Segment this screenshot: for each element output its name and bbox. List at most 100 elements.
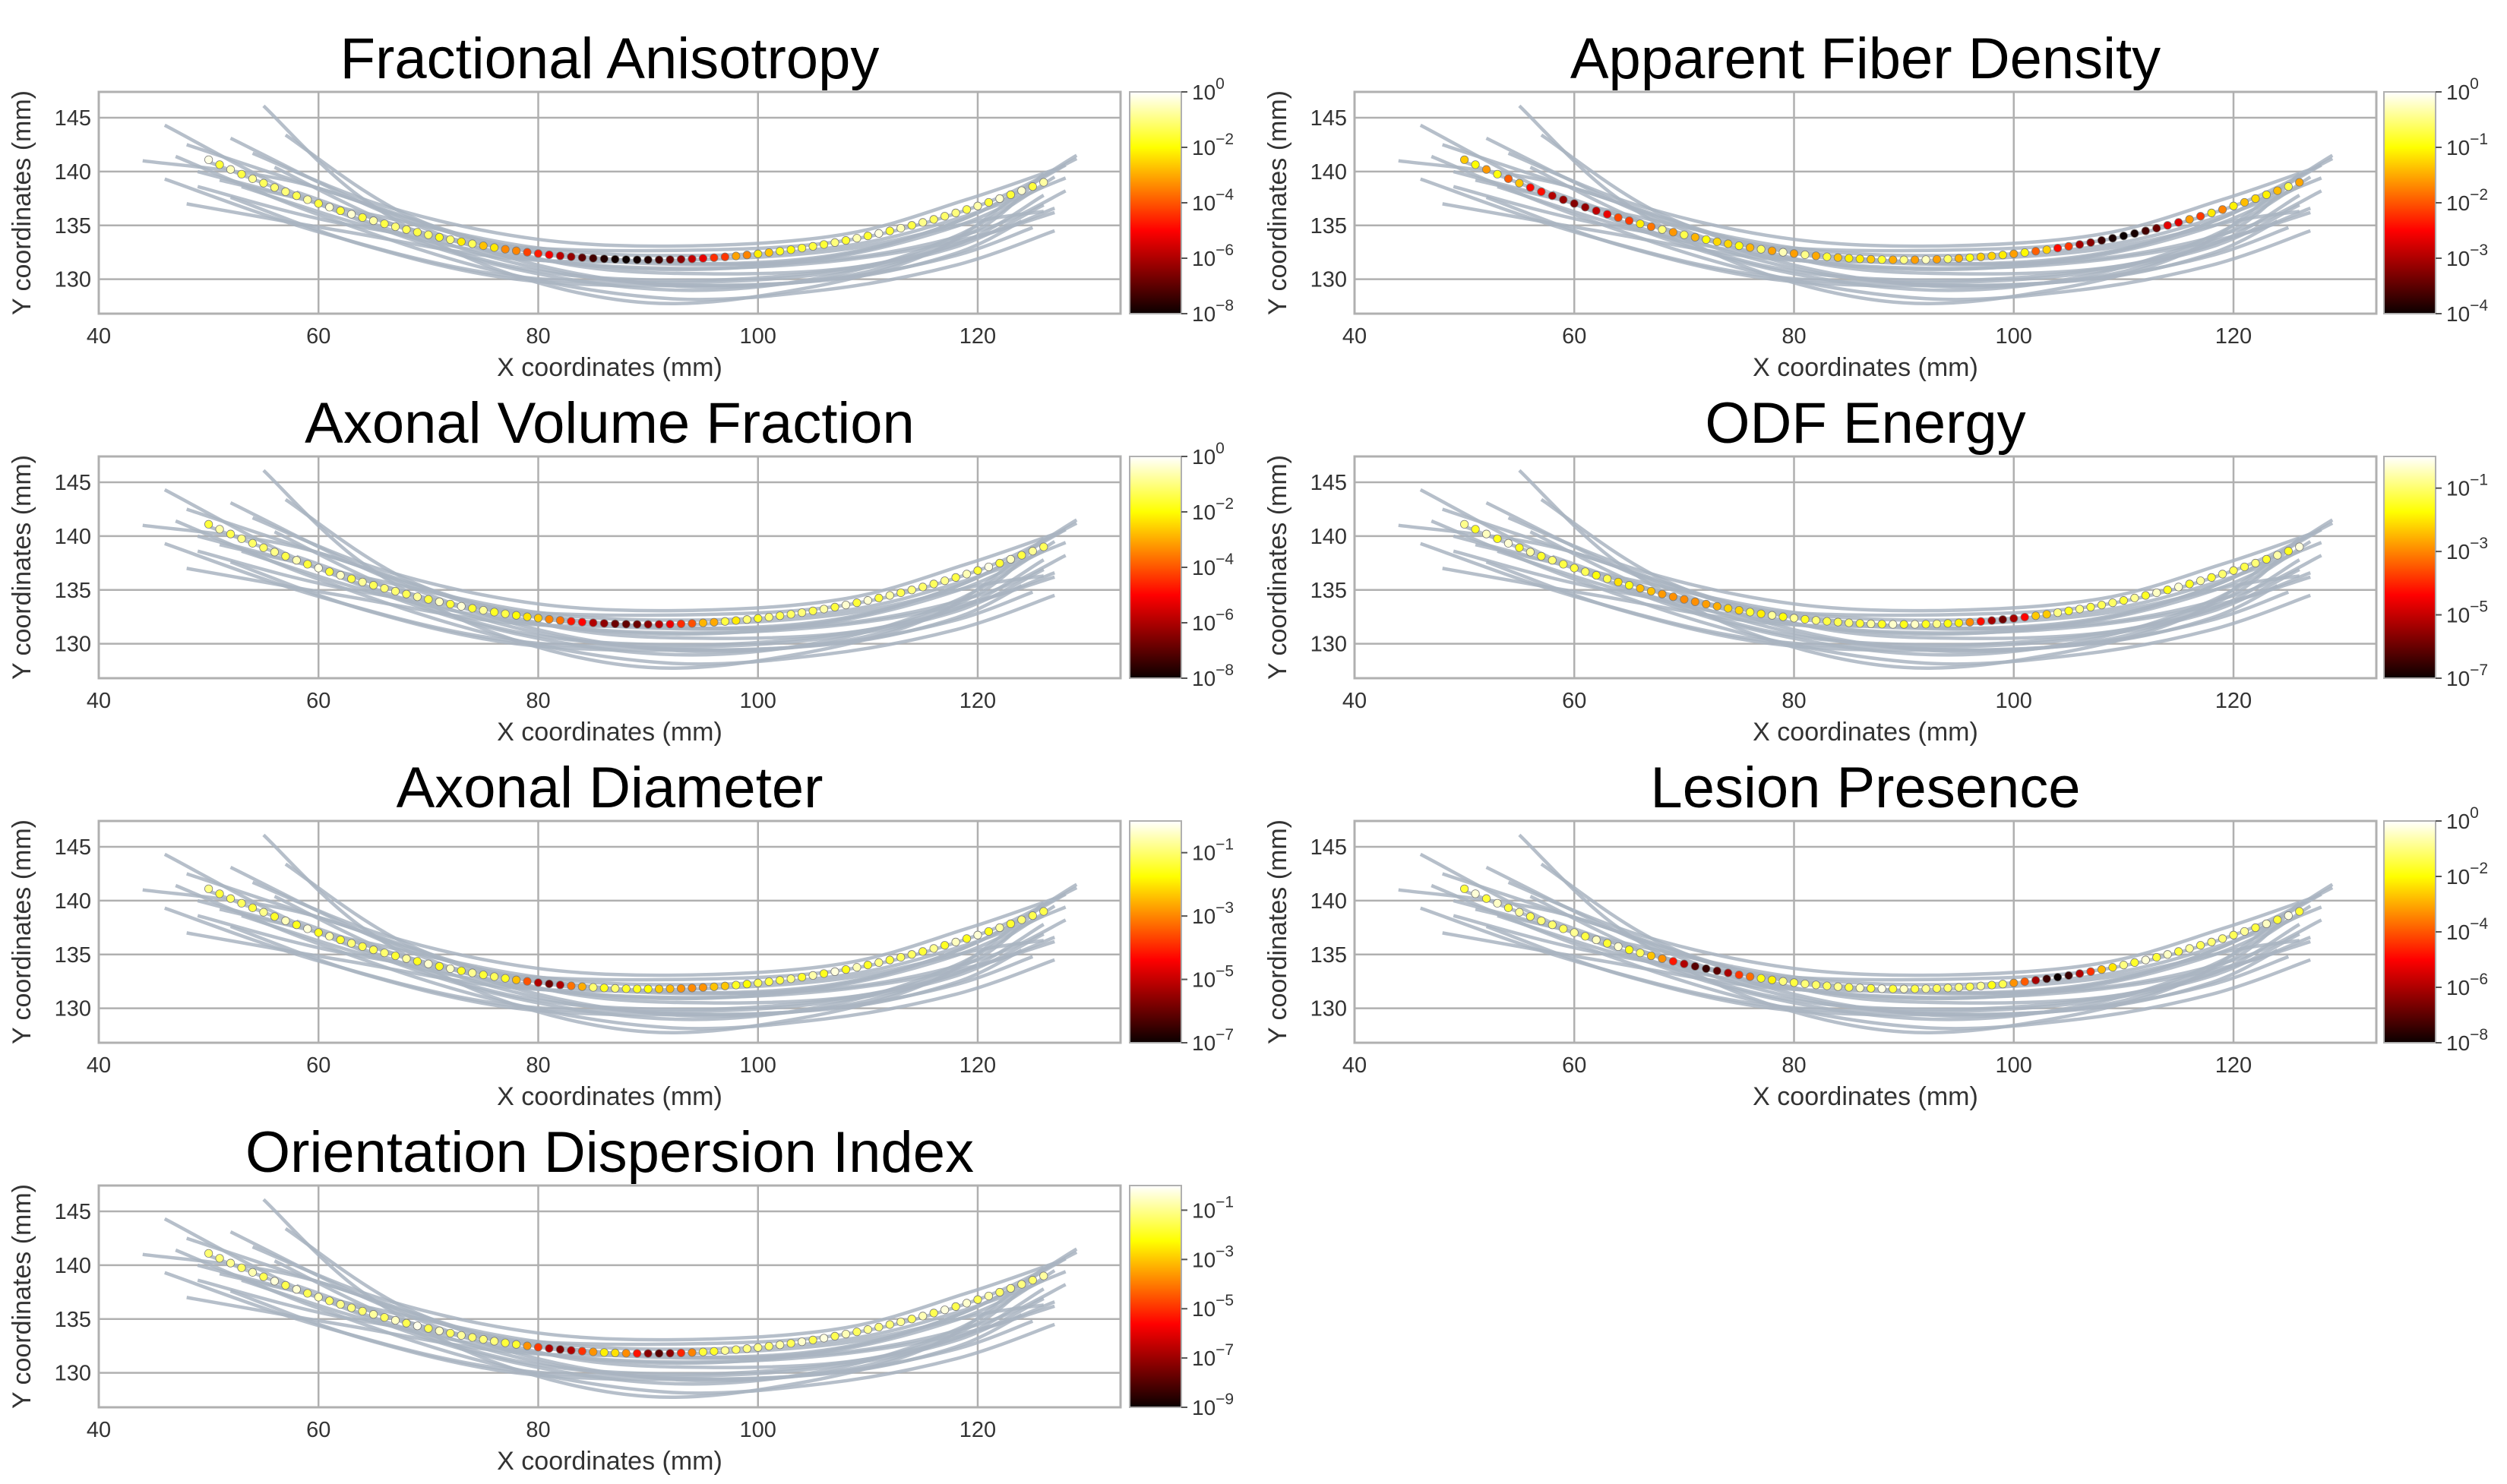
profile-point (2185, 944, 2194, 953)
profile-point (819, 1334, 829, 1343)
colorbar-gradient (1129, 456, 1182, 679)
streamline (229, 560, 1023, 652)
axes-frame (97, 819, 1122, 1044)
profile-point (1658, 225, 1667, 234)
profile-point (874, 1322, 884, 1331)
profile-point (1646, 951, 1656, 961)
profile-point (1658, 954, 1667, 963)
colorbar-tick-label: 10−6 (1192, 242, 1234, 270)
profile-point (2042, 974, 2051, 984)
profile-point (710, 253, 719, 262)
profile-point (2031, 247, 2041, 256)
profile-point (2152, 223, 2161, 233)
profile-point (567, 252, 576, 261)
colorbar-tick-label: 100 (1192, 440, 1225, 469)
profile-point (2273, 915, 2282, 924)
x-tick-label: 80 (526, 1053, 550, 1078)
profile-point (368, 216, 378, 226)
profile-point (567, 617, 576, 626)
profile-point (1756, 245, 1766, 254)
profile-point (1811, 251, 1821, 260)
profile-point (1976, 617, 1985, 626)
profile-point (1006, 554, 1015, 564)
y-axis-label: Y coordinates (mm) (1263, 90, 1292, 315)
y-tick-label: 130 (1310, 268, 1347, 292)
profile-point (665, 620, 675, 629)
plot-area (1398, 104, 2334, 306)
profile-point (336, 570, 345, 580)
profile-point (1702, 235, 1711, 245)
profile-point (1910, 255, 1920, 264)
x-axis-label: X coordinates (mm) (497, 1447, 722, 1476)
profile-point (621, 255, 631, 264)
profile-point (2130, 593, 2139, 602)
profile-point (1756, 974, 1766, 983)
profile-point (1006, 190, 1015, 199)
profile-point (402, 954, 411, 963)
streamline (1507, 151, 2311, 248)
profile-point (292, 920, 301, 930)
profile-point (819, 969, 829, 978)
profile-point (347, 939, 356, 948)
profile-point (402, 1318, 411, 1328)
panel-1: Fractional Anisotropy 40 60 80 100 120 130 135 1… (8, 27, 1234, 382)
profile-point (545, 1343, 554, 1353)
profile-point (204, 884, 213, 893)
profile-point (2240, 562, 2249, 572)
profile-point (1028, 182, 1037, 191)
streamline (197, 521, 1078, 617)
profile-point (841, 236, 851, 245)
profile-point (1646, 222, 1656, 232)
y-tick-label: 145 (55, 1200, 91, 1224)
x-axis-label: X coordinates (mm) (497, 718, 722, 747)
profile-point (720, 1346, 729, 1355)
profile-point (1855, 984, 1864, 993)
profile-point (1800, 250, 1810, 260)
profile-point (1811, 980, 1821, 990)
profile-point (1712, 237, 1721, 246)
profile-point (732, 980, 741, 990)
colorbar-gradient (2383, 91, 2436, 314)
profile-point (501, 609, 510, 618)
panel-title: Fractional Anisotropy (340, 27, 880, 91)
profile-point (1537, 916, 1546, 926)
profile-point (545, 614, 554, 624)
streamline (175, 883, 1055, 1031)
profile-point (676, 1348, 686, 1358)
profile-point (1954, 618, 1964, 627)
profile-point (402, 589, 411, 598)
profile-point (457, 1331, 466, 1340)
colorbar-tick-label: 10−6 (2446, 971, 2488, 999)
colorbar: 10−1 10−3 10−5 10−7 10−9 (1129, 1185, 1234, 1419)
profile-point (808, 606, 817, 616)
profile-point (2141, 591, 2150, 600)
profile-point (676, 984, 686, 993)
profile-point (1614, 942, 1623, 952)
colorbar-tick-label: 100 (1192, 75, 1225, 104)
profile-point (1680, 959, 1689, 968)
x-tick-label: 120 (2215, 689, 2252, 713)
profile-point (270, 912, 279, 921)
x-tick-label: 120 (2215, 324, 2252, 349)
profile-point (390, 222, 400, 232)
profile-point (2108, 963, 2117, 972)
profile-point (742, 980, 751, 989)
profile-point (776, 976, 785, 985)
profile-point (1646, 586, 1656, 596)
colorbar: 100 10−1 10−2 10−3 10−4 (2383, 75, 2488, 326)
profile-point (511, 1340, 521, 1349)
profile-point (479, 1334, 488, 1344)
profile-point (490, 608, 499, 617)
streamline (251, 516, 1055, 613)
panel-2: Apparent Fiber Density 40 60 80 100 120 130 135… (1263, 27, 2488, 382)
profile-point (303, 924, 312, 933)
profile-point (742, 1344, 751, 1353)
profile-point (885, 591, 894, 600)
colorbar-tick-label: 100 (2446, 75, 2479, 104)
profile-point (2020, 248, 2029, 257)
x-tick-label: 40 (87, 1418, 111, 1442)
profile-point (852, 963, 861, 972)
colorbar-tick-label: 10−5 (2446, 598, 2488, 627)
x-tick-label: 40 (1342, 324, 1367, 349)
